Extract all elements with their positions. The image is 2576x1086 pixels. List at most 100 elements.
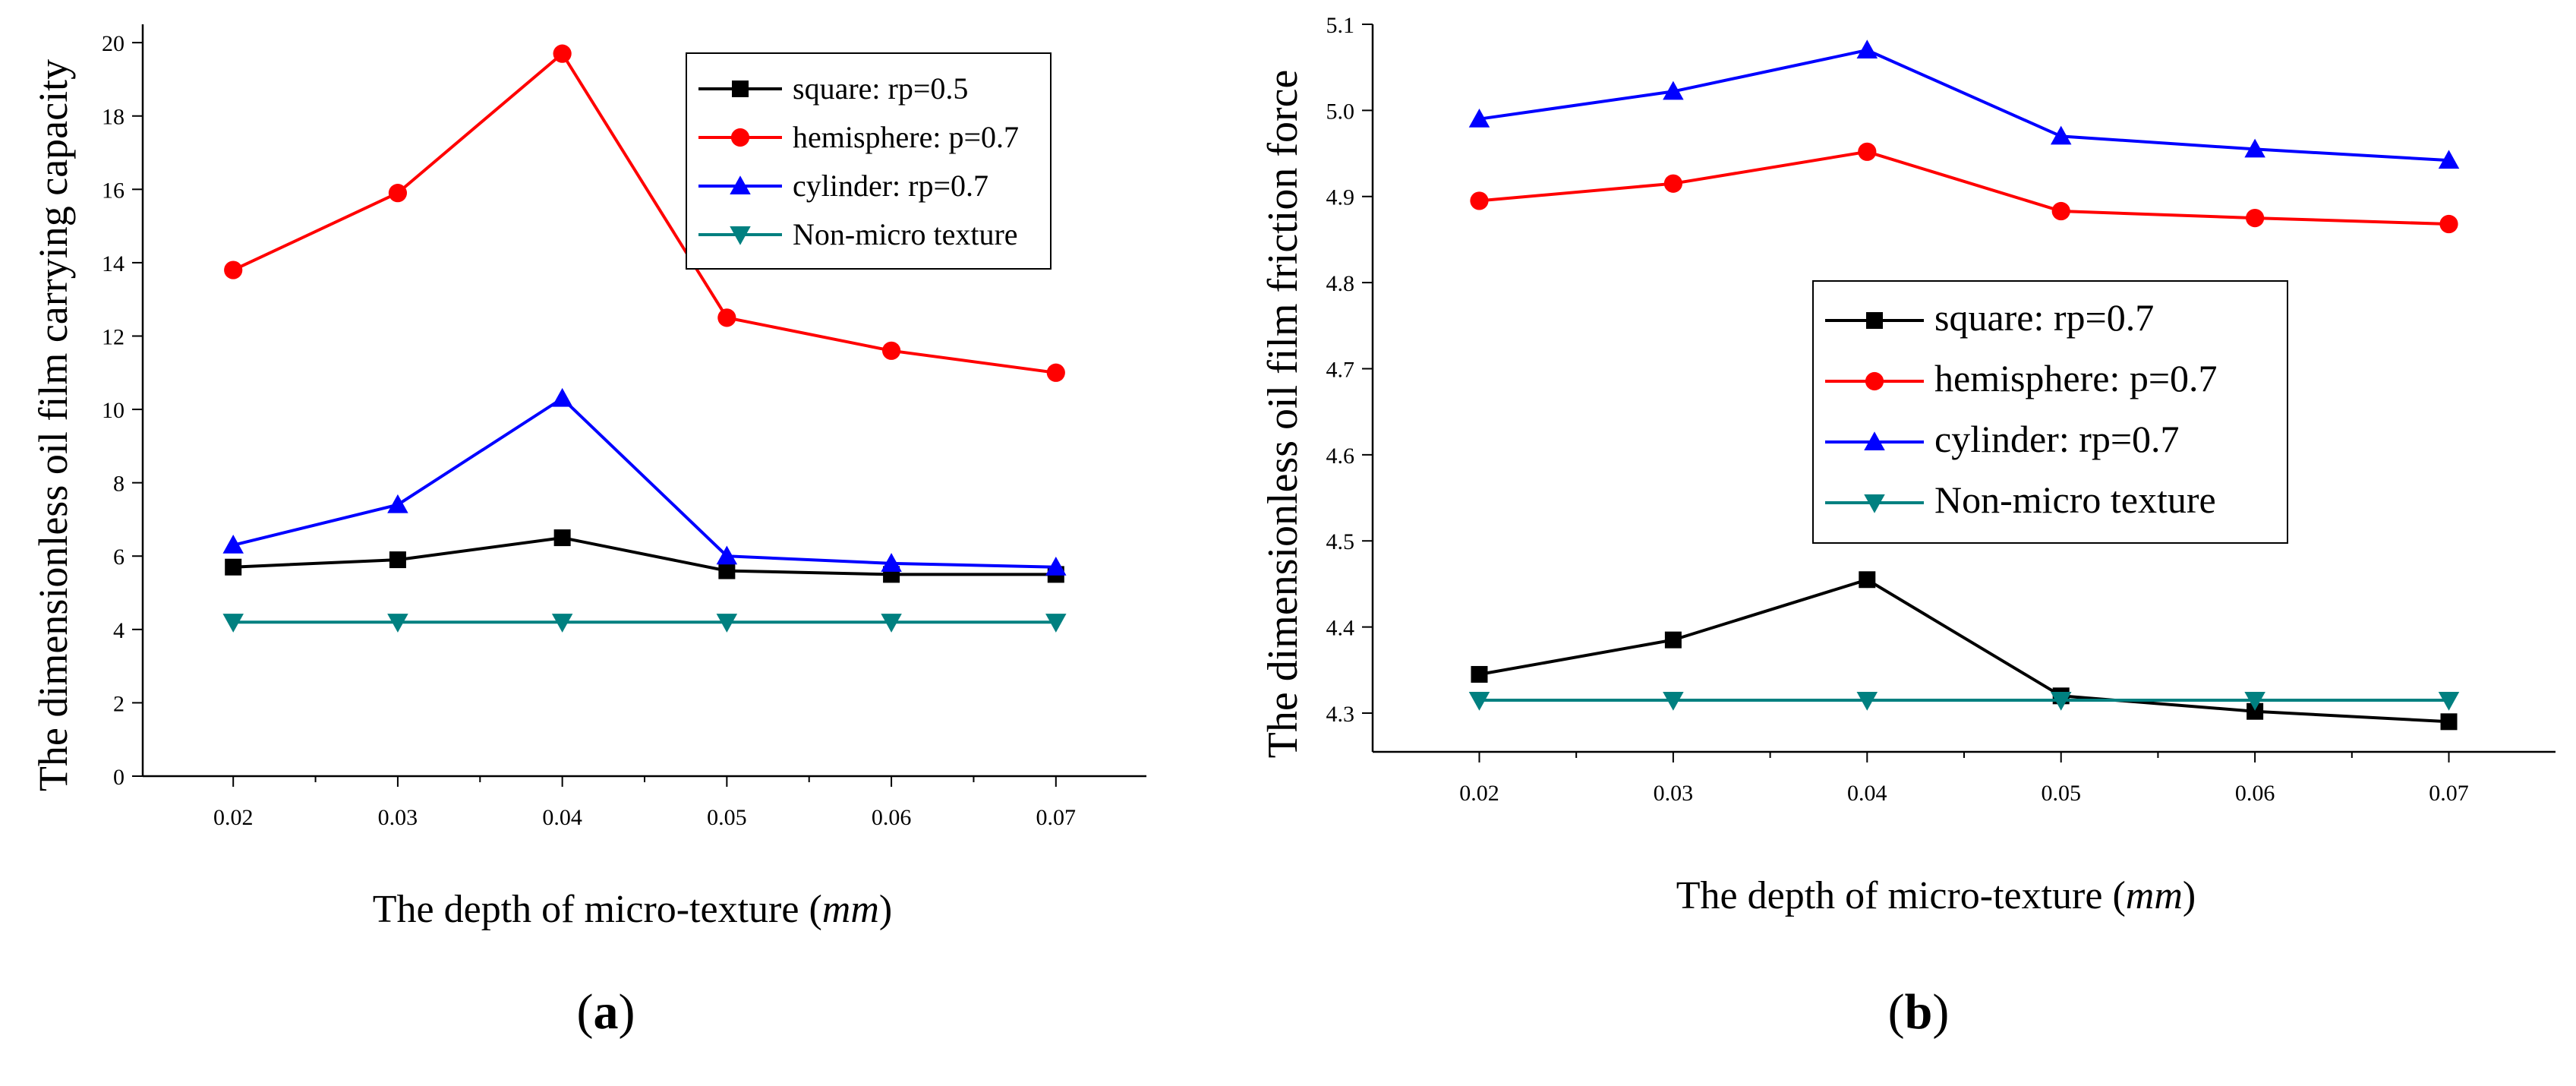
- y-tick-label-b: 4.3: [1326, 702, 1355, 727]
- series-a-triangle-down: [222, 614, 1067, 633]
- data-point-a: [387, 614, 408, 633]
- data-point-a: [716, 545, 738, 565]
- x-axis-label-a-text: The depth of micro-texture (: [373, 888, 822, 931]
- y-tick-label-a: 6: [113, 545, 125, 570]
- y-tick-label-b: 4.4: [1326, 616, 1355, 641]
- panel-label-a-letter: a: [594, 984, 619, 1040]
- data-series-a: [222, 44, 1067, 633]
- data-point-b: [1468, 691, 1490, 711]
- axes-frame-a: [132, 24, 1146, 787]
- data-point-a: [551, 387, 573, 407]
- data-point-a: [881, 341, 901, 360]
- y-tick-label-a: 0: [113, 765, 125, 790]
- legend-marker-a: [730, 128, 750, 147]
- data-point-b: [1471, 665, 1488, 683]
- legend-marker-a: [732, 81, 749, 97]
- data-point-a: [881, 553, 902, 572]
- axes-frame-b: [1362, 24, 2556, 762]
- y-tick-label-a: 12: [102, 324, 125, 349]
- x-tick-label-b: 0.02: [1459, 781, 1499, 806]
- panel-label-b: (b): [1888, 984, 1950, 1040]
- series-b-square: [1471, 571, 2458, 731]
- data-point-b: [2050, 691, 2072, 711]
- data-point-a: [881, 614, 902, 633]
- y-axis-label-b: The dimensionless oil film friction forc…: [1260, 70, 1307, 759]
- y-tick-label-b: 4.7: [1326, 357, 1355, 382]
- legend-entry-a: Non-micro texture: [793, 217, 1018, 251]
- y-tick-labels-b: 4.3 4.4 4.5 4.6 4.7 4.8 4.9 5.0 5.1: [1326, 13, 1355, 727]
- legend-marker-a: [730, 226, 751, 245]
- panel-label-b-open: (: [1888, 984, 1905, 1040]
- data-point-b: [2244, 691, 2265, 711]
- legend-entry-b: cylinder: rp=0.7: [1934, 418, 2180, 460]
- x-axis-label-a: The depth of micro-texture (mm): [373, 888, 892, 931]
- y-tick-label-a: 10: [102, 398, 125, 423]
- series-line-a: [233, 536, 1056, 576]
- data-point-b: [2440, 713, 2458, 731]
- data-point-b: [1663, 691, 1684, 711]
- data-point-b: [1470, 191, 1489, 210]
- y-axis-label-a: The dimensionless oil film carrying capa…: [30, 59, 76, 791]
- data-point-b: [1859, 571, 1876, 589]
- x-tick-label-a: 0.05: [707, 805, 747, 830]
- data-point-b: [1664, 631, 1682, 649]
- data-point-a: [718, 562, 736, 579]
- data-point-a: [222, 614, 244, 633]
- x-tick-label-a: 0.07: [1036, 805, 1077, 830]
- panel-label-a-close: ): [619, 984, 635, 1040]
- data-point-a: [553, 44, 572, 63]
- x-tick-label-b: 0.03: [1654, 781, 1694, 806]
- series-line-b: [1479, 150, 2449, 226]
- y-tick-label-b: 4.8: [1326, 271, 1355, 296]
- series-line-b: [1479, 48, 2449, 163]
- data-point-a: [1046, 363, 1065, 382]
- data-point-a: [225, 558, 242, 576]
- legend-b: square: rp=0.7 hemisphere: p=0.7 cylinder:…: [1812, 280, 2288, 544]
- data-point-b: [2051, 201, 2070, 221]
- panel-label-b-letter: b: [1905, 984, 1933, 1040]
- series-b-triangle-up: [1468, 39, 2460, 169]
- data-point-b: [2050, 125, 2072, 145]
- legend-entry-a: cylinder: rp=0.7: [793, 169, 988, 203]
- series-line-b: [1479, 578, 2449, 724]
- panel-label-b-close: ): [1932, 984, 1949, 1040]
- data-point-b: [1468, 108, 1490, 128]
- x-axis-label-b-close: ): [2183, 874, 2196, 917]
- x-tick-label-b: 0.04: [1847, 781, 1887, 806]
- data-point-a: [551, 614, 573, 633]
- legend-entry-b: square: rp=0.7: [1934, 296, 2154, 339]
- y-tick-label-a: 2: [113, 691, 125, 716]
- panel-label-a-open: (: [577, 984, 594, 1040]
- data-series-b: [1468, 39, 2460, 731]
- legend-entry-a: hemisphere: p=0.7: [793, 120, 1019, 154]
- y-tick-label-b: 5.1: [1326, 13, 1355, 38]
- y-tick-label-b: 5.0: [1326, 99, 1355, 124]
- legend-marker-b: [1864, 494, 1885, 513]
- y-tick-label-a: 4: [113, 618, 125, 643]
- legend-box-b: [1812, 280, 2288, 544]
- x-axis-label-b-unit: mm: [2126, 874, 2183, 917]
- legend-entry-a: square: rp=0.5: [793, 71, 968, 106]
- data-point-b: [2246, 208, 2265, 228]
- legend-entry-b: Non-micro texture: [1934, 478, 2216, 521]
- x-axis-label-b: The depth of micro-texture (mm): [1676, 874, 2196, 917]
- legend-marker-a: [730, 175, 751, 194]
- x-tick-label-a: 0.06: [872, 805, 912, 830]
- y-tick-label-b: 4.5: [1326, 529, 1355, 554]
- x-tick-label-b: 0.05: [2041, 781, 2081, 806]
- chart-panel-a: The dimensionless oil film carrying capa…: [30, 24, 1146, 1040]
- data-point-a: [387, 494, 408, 513]
- x-tick-label-b: 0.07: [2429, 781, 2469, 806]
- panel-label-a: (a): [577, 984, 635, 1040]
- data-point-a: [389, 551, 406, 569]
- legend-entry-b: hemisphere: p=0.7: [1934, 357, 2218, 399]
- data-point-b: [1856, 39, 1878, 59]
- x-tick-label-a: 0.03: [378, 805, 418, 830]
- data-point-b: [2439, 214, 2458, 234]
- data-point-b: [1663, 81, 1684, 100]
- legend-marker-b: [1864, 431, 1885, 450]
- series-b-triangle-down: [1468, 691, 2460, 711]
- data-point-a: [1045, 614, 1067, 633]
- series-a-square: [225, 529, 1064, 583]
